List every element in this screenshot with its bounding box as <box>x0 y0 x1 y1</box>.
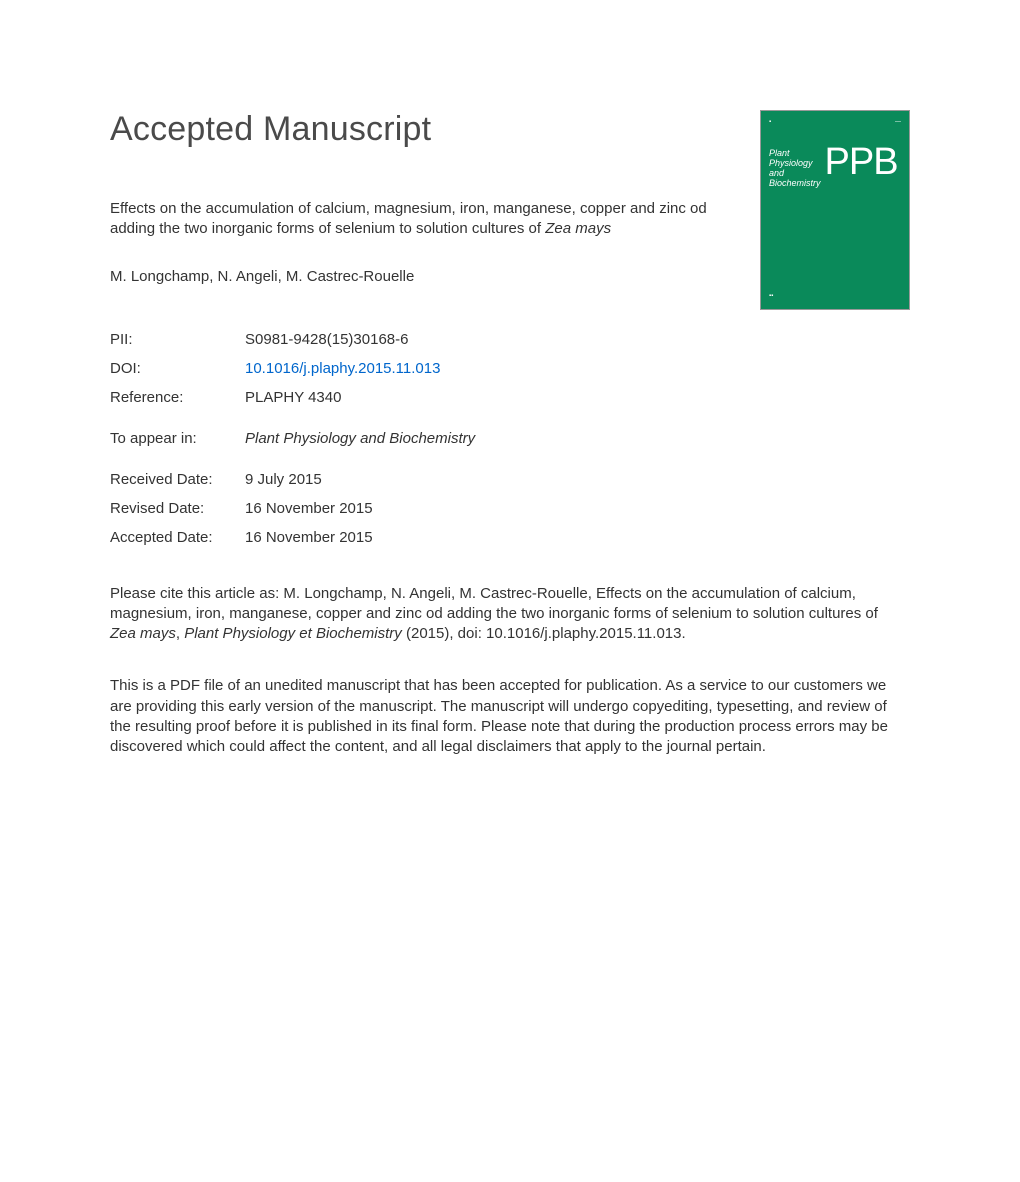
article-title: Effects on the accumulation of calcium, … <box>110 199 710 240</box>
citation-species: Zea mays <box>110 625 176 642</box>
accepted-label: Accepted Date: <box>110 523 245 552</box>
pii-label: PII: <box>110 325 245 354</box>
journal-cover: ▪ — Plant Physiology and Biochemistry PP… <box>760 110 910 310</box>
disclaimer-text: This is a PDF file of an unedited manusc… <box>110 676 890 757</box>
doi-label: DOI: <box>110 354 245 383</box>
citation-suffix: (2015), doi: 10.1016/j.plaphy.2015.11.01… <box>402 625 686 642</box>
meta-row-reference: Reference: PLAPHY 4340 <box>110 383 475 412</box>
title-species: Zea mays <box>545 220 611 237</box>
publisher-mark-icon: ▪ <box>769 119 771 125</box>
meta-row-doi: DOI: 10.1016/j.plaphy.2015.11.013 <box>110 354 475 383</box>
appear-value: Plant Physiology and Biochemistry <box>245 424 475 453</box>
revised-label: Revised Date: <box>110 494 245 523</box>
revised-value: 16 November 2015 <box>245 494 475 523</box>
pii-value: S0981-9428(15)30168-6 <box>245 325 475 354</box>
metadata-table: PII: S0981-9428(15)30168-6 DOI: 10.1016/… <box>110 325 475 552</box>
citation-block: Please cite this article as: M. Longcham… <box>110 584 880 645</box>
meta-row-spacer <box>110 412 475 424</box>
cover-line4: Biochemistry <box>769 179 821 189</box>
meta-row-appear: To appear in: Plant Physiology and Bioch… <box>110 424 475 453</box>
received-value: 9 July 2015 <box>245 465 475 494</box>
citation-journal: Plant Physiology et Biochemistry <box>184 625 402 642</box>
reference-label: Reference: <box>110 383 245 412</box>
cover-abbrev: PPB <box>825 143 898 181</box>
manuscript-page: Accepted Manuscript ▪ — Plant Physiology… <box>0 0 1020 817</box>
cover-journal-name: Plant Physiology and Biochemistry <box>769 149 821 189</box>
citation-mid: , <box>176 625 184 642</box>
cover-top-row: ▪ — <box>769 119 901 125</box>
received-label: Received Date: <box>110 465 245 494</box>
meta-row-received: Received Date: 9 July 2015 <box>110 465 475 494</box>
cover-bottom-mark: ▪▪ <box>769 293 773 299</box>
meta-row-accepted: Accepted Date: 16 November 2015 <box>110 523 475 552</box>
title-text: Effects on the accumulation of calcium, … <box>110 200 707 237</box>
citation-prefix: Please cite this article as: M. Longcham… <box>110 585 878 622</box>
meta-row-revised: Revised Date: 16 November 2015 <box>110 494 475 523</box>
appear-label: To appear in: <box>110 424 245 453</box>
meta-row-spacer2 <box>110 453 475 465</box>
doi-link[interactable]: 10.1016/j.plaphy.2015.11.013 <box>245 360 440 377</box>
reference-value: PLAPHY 4340 <box>245 383 475 412</box>
cover-corner: — <box>895 119 901 125</box>
cover-title-wrap: Plant Physiology and Biochemistry PPB <box>769 143 901 189</box>
meta-row-pii: PII: S0981-9428(15)30168-6 <box>110 325 475 354</box>
accepted-value: 16 November 2015 <box>245 523 475 552</box>
